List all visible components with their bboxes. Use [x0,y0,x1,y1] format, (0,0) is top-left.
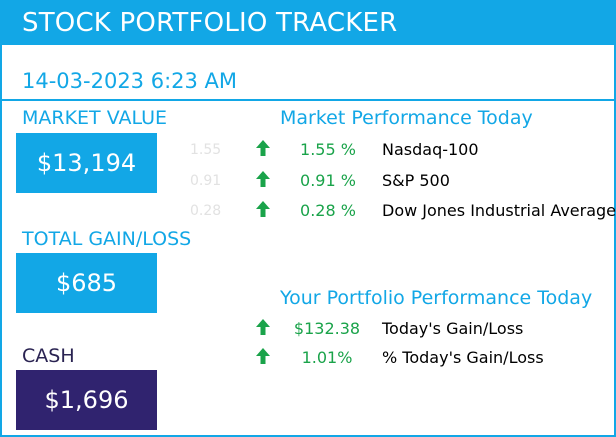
dashboard-title: STOCK PORTFOLIO TRACKER [22,8,398,38]
sp500-change: 0.91 % [300,171,356,190]
market-performance-heading: Market Performance Today [280,107,533,129]
todays-gain-loss-label: Today's Gain/Loss [382,319,524,338]
market-value-label: MARKET VALUE [22,107,168,129]
todays-gain-loss-value: $132.38 [293,319,361,338]
arrow-up-icon [256,201,270,217]
dow-ghost-value: 0.28 [190,203,222,219]
sp500-name: S&P 500 [382,171,450,190]
total-gain-loss-card: $685 [16,253,157,313]
portfolio-performance-heading: Your Portfolio Performance Today [280,287,593,309]
cash-card: $1,696 [16,370,157,430]
nasdaq-ghost-value: 1.55 [190,142,222,158]
todays-gain-loss-percent-label: % Today's Gain/Loss [382,348,544,367]
header-divider [2,99,614,101]
dow-name: Dow Jones Industrial Average [382,201,616,220]
total-gain-loss-label: TOTAL GAIN/LOSS [22,228,192,250]
arrow-up-icon [256,171,270,187]
nasdaq-change: 1.55 % [300,140,356,159]
nasdaq-name: Nasdaq-100 [382,140,479,159]
last-updated-timestamp: 14-03-2023 6:23 AM [22,69,238,93]
cash-label: CASH [22,345,75,367]
dow-change: 0.28 % [300,201,356,220]
arrow-up-icon [256,140,270,156]
arrow-up-icon [256,348,270,364]
title-bar: STOCK PORTFOLIO TRACKER [2,2,614,45]
arrow-up-icon [256,319,270,335]
sp500-ghost-value: 0.91 [190,173,222,189]
market-value-card: $13,194 [16,133,157,193]
todays-gain-loss-percent-value: 1.01% [301,348,353,367]
